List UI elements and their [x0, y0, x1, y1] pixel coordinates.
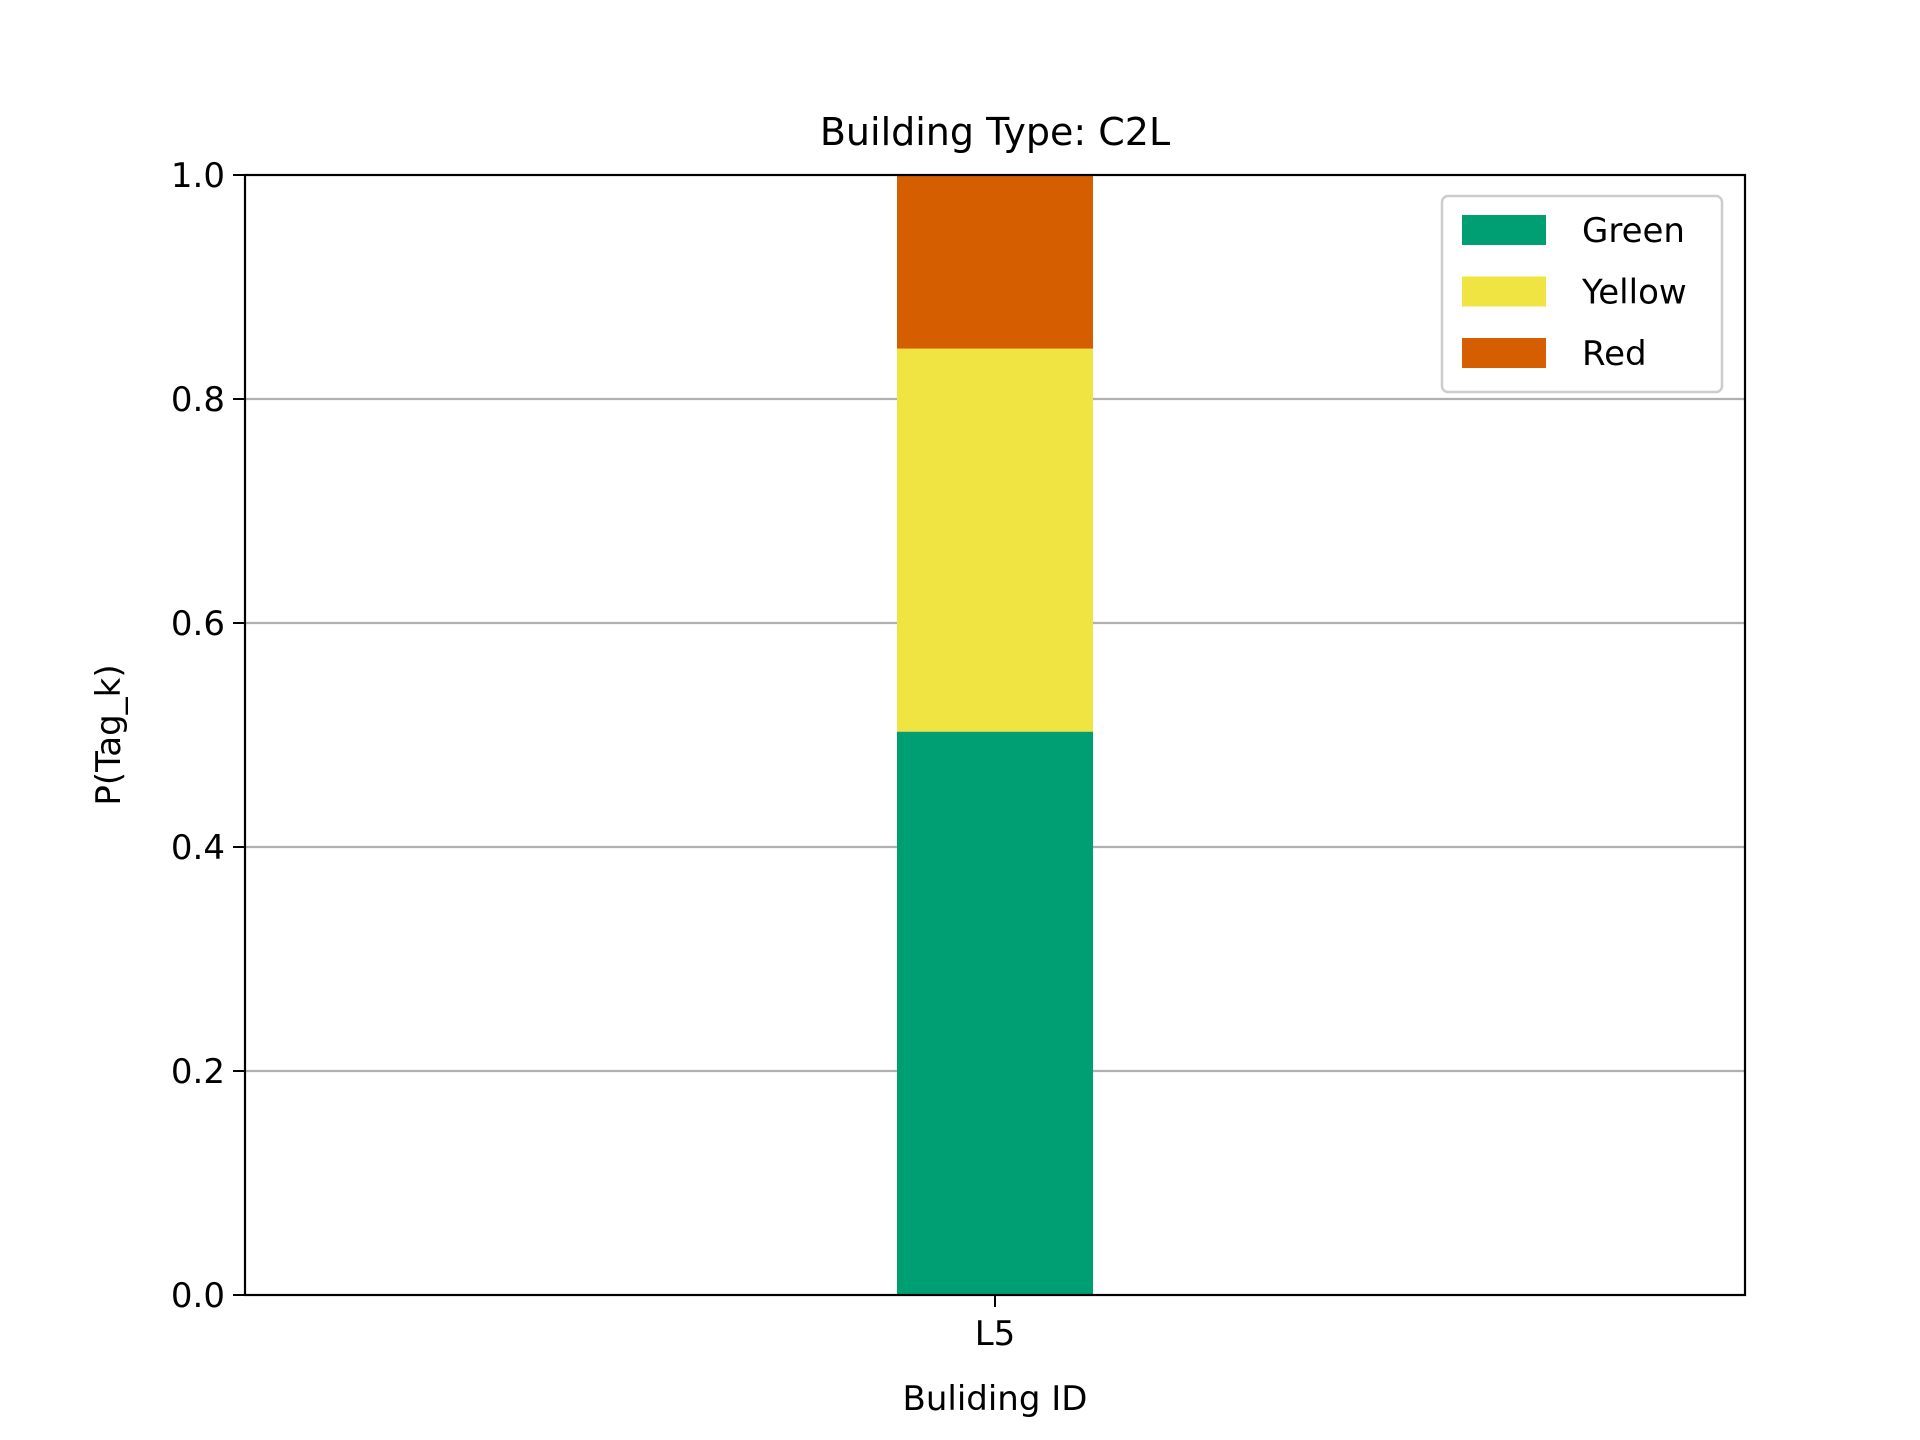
y-tick-label: 0.4: [171, 828, 225, 868]
bar-stack: [897, 175, 1093, 1295]
legend-label-yellow: Yellow: [1581, 273, 1687, 313]
legend-swatch-green: [1462, 215, 1546, 245]
bar-segment-green: [897, 731, 1093, 1295]
bar-segment-red: [897, 175, 1093, 349]
y-tick-label: 0.6: [171, 604, 225, 644]
y-axis-label: P(Tag_k): [89, 664, 129, 805]
legend-swatch-yellow: [1462, 276, 1546, 307]
y-tick-label: 0.8: [171, 380, 225, 420]
y-tick-label: 0.2: [171, 1052, 225, 1092]
x-axis: L5: [975, 1295, 1016, 1354]
y-tick-label: 1.0: [171, 156, 225, 196]
legend-label-green: Green: [1582, 211, 1685, 251]
legend: Green Yellow Red: [1440, 194, 1724, 394]
y-tick-label: 0.0: [171, 1276, 225, 1316]
legend-label-red: Red: [1582, 334, 1647, 374]
x-axis-label: Buliding ID: [903, 1379, 1088, 1419]
chart-title: Building Type: C2L: [820, 110, 1170, 154]
y-axis: 0.0 0.2 0.4 0.6 0.8 1.0: [171, 156, 245, 1316]
legend-swatch-red: [1462, 338, 1546, 368]
x-tick-label: L5: [975, 1314, 1016, 1354]
bar-segment-yellow: [897, 348, 1093, 732]
